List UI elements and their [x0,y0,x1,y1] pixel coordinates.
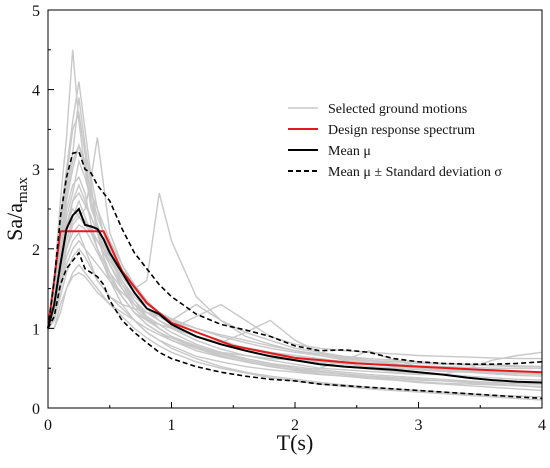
selected-ground-motion-curves [47,49,543,401]
y-axis-title: Sa/amax [2,177,31,241]
selected-ground-motion-line [47,223,543,375]
selected-ground-motion-line [47,231,543,376]
legend-label-design: Design response spectrum [328,123,475,138]
y-tick-label: 1 [32,321,40,338]
legend-label-std: Mean μ ± Standard deviation σ [328,165,502,180]
selected-ground-motion-line [48,263,543,401]
legend-label-mean: Mean μ [328,144,371,159]
x-axis-title: T(s) [277,430,314,455]
x-tick-label: 0 [44,417,52,434]
legend: Selected ground motions Design response s… [288,102,502,180]
selected-ground-motion-line [47,247,543,398]
y-axis-title-main: Sa/a [2,203,27,241]
x-tick-label: 3 [415,417,423,434]
legend-label-selected: Selected ground motions [328,102,467,117]
y-tick-label: 5 [32,3,40,20]
selected-ground-motion-line [47,110,542,369]
x-tick-label: 1 [168,417,176,434]
x-tick-label: 4 [538,417,546,434]
axis-ticks: 0 1 2 3 4 0 1 2 3 4 5 [32,3,546,434]
mean-minus-sigma-line [47,251,543,400]
y-tick-label: 2 [32,242,40,259]
y-tick-label: 0 [32,401,40,418]
y-tick-label: 3 [32,162,40,179]
y-axis-title-subscript: max [15,177,31,203]
selected-ground-motion-line [47,81,543,388]
selected-ground-motion-line [48,271,542,385]
selected-ground-motion-line [47,97,543,385]
x-tick-label: 2 [291,417,299,434]
selected-ground-motion-line [47,49,543,388]
mean-plus-sigma-line [47,150,543,365]
selected-ground-motion-line [47,199,543,392]
selected-ground-motion-line [47,143,543,377]
selected-ground-motion-line [47,191,542,368]
design-spectrum-line [47,230,543,374]
y-tick-label: 4 [32,83,40,100]
summary-curves [47,150,543,400]
mean-line [47,207,543,384]
selected-ground-motion-line [47,175,542,360]
